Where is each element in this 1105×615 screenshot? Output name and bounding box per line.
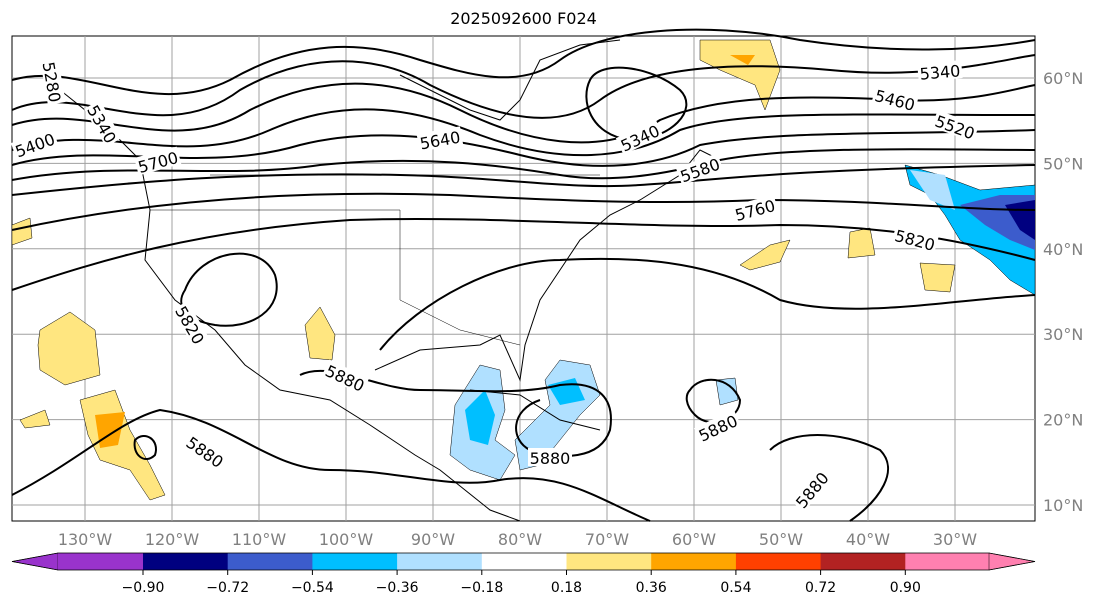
map-title: 2025092600 F024 [450, 9, 597, 28]
colorbar-segment [481, 553, 567, 570]
colorbar-tick-label: −0.54 [291, 580, 334, 596]
colorbar-segment [905, 553, 989, 570]
lon-tick-label: 110°W [232, 530, 287, 549]
colorbar: −0.90 −0.72 −0.54 −0.36 −0.18 0.18 0.36 0.54 0.7… [11, 552, 1036, 596]
colorbar-segment [397, 553, 483, 570]
axis-tick-labels: 130°W 120°W 110°W 100°W 90°W 80°W 70°W 60°W 50°W… [58, 69, 1084, 549]
contour-label: 5880 [530, 449, 571, 468]
lat-tick-label: 50°N [1043, 154, 1083, 173]
lon-tick-label: 120°W [145, 530, 200, 549]
lon-tick-label: 30°W [933, 530, 977, 549]
lon-tick-label: 50°W [759, 530, 803, 549]
contour-label: 5340 [919, 61, 961, 83]
colorbar-segment [227, 553, 313, 570]
colorbar-tick-label: 0.90 [890, 580, 921, 596]
colorbar-segment [820, 553, 906, 570]
lat-tick-label: 10°N [1043, 496, 1083, 515]
colorbar-tick-label: −0.90 [122, 580, 165, 596]
lon-tick-label: 130°W [58, 530, 113, 549]
lon-tick-label: 40°W [846, 530, 890, 549]
lat-tick-label: 40°N [1043, 240, 1083, 259]
lon-tick-label: 100°W [319, 530, 374, 549]
colorbar-segment [312, 553, 398, 570]
colorbar-extend-high [988, 552, 1036, 571]
colorbar-tick-label: 0.18 [551, 580, 582, 596]
colorbar-tick-label: 0.72 [805, 580, 836, 596]
colorbar-extend-low [11, 552, 59, 571]
colorbar-tick-label: −0.18 [460, 580, 503, 596]
lon-tick-label: 90°W [411, 530, 455, 549]
colorbar-tick-label: −0.36 [376, 580, 419, 596]
colorbar-segment [58, 553, 143, 570]
colorbar-segment [566, 553, 652, 570]
shaded-anomalies [11, 39, 1036, 501]
colorbar-segment [651, 553, 737, 570]
colorbar-segment [143, 553, 229, 570]
colorbar-segment [735, 553, 822, 570]
lon-tick-label: 60°W [672, 530, 716, 549]
colorbar-tick-label: −0.72 [206, 580, 249, 596]
lat-tick-label: 60°N [1043, 69, 1083, 88]
colorbar-tick-label: 0.54 [720, 580, 751, 596]
lon-tick-label: 80°W [498, 530, 542, 549]
lat-tick-label: 20°N [1043, 411, 1083, 430]
height-contours [11, 28, 1036, 522]
lat-tick-label: 30°N [1043, 325, 1083, 344]
lon-tick-label: 70°W [585, 530, 629, 549]
colorbar-tick-label: 0.36 [636, 580, 667, 596]
